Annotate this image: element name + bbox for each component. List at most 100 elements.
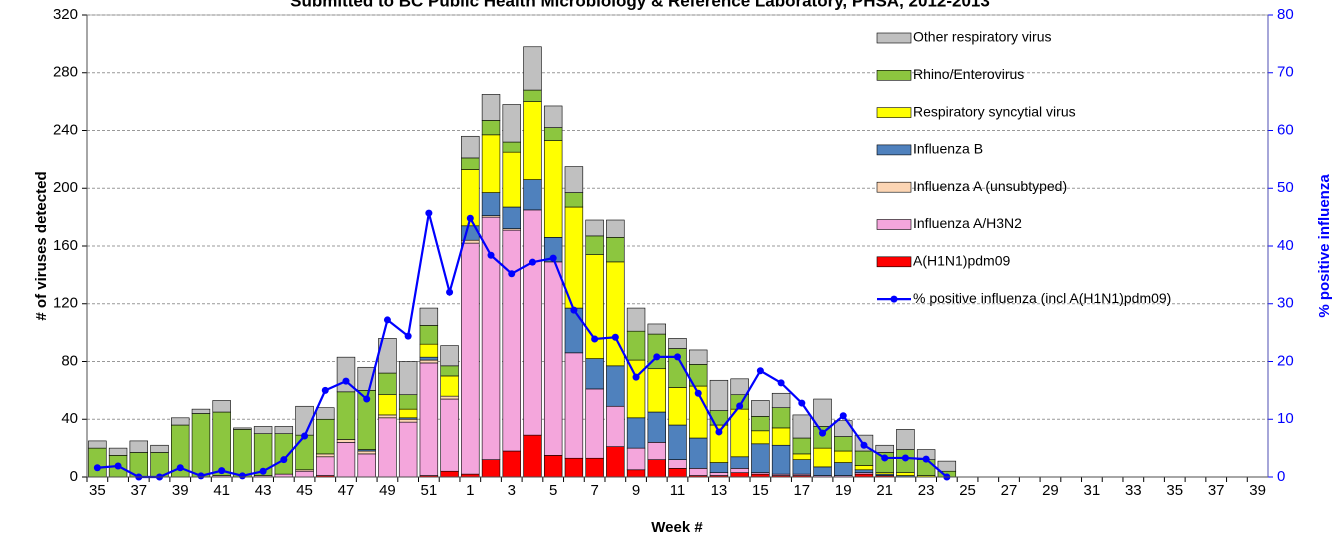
line-marker — [321, 386, 329, 394]
bar-segment — [171, 417, 190, 426]
legend-swatch — [876, 70, 912, 81]
bar-segment — [668, 468, 687, 478]
legend-swatch — [876, 144, 912, 156]
bar-segment — [419, 325, 439, 345]
bar-segment — [647, 442, 666, 460]
bar-segment — [461, 157, 480, 170]
bar-segment — [336, 391, 356, 440]
x-tick-label: 35 — [89, 482, 106, 499]
x-tick-label: 41 — [213, 482, 230, 499]
bar-segment — [398, 421, 418, 478]
line-marker — [591, 335, 599, 343]
bar-segment — [274, 426, 294, 434]
line-marker — [238, 472, 246, 480]
line-marker — [549, 254, 557, 262]
bar-segment — [813, 466, 832, 476]
legend-label: Influenza A/H3N2 — [913, 215, 1022, 231]
bar-segment — [606, 405, 625, 447]
legend-swatch — [876, 181, 912, 193]
bar-segment — [875, 444, 894, 453]
bar-segment — [378, 372, 397, 396]
bar-segment — [440, 395, 459, 400]
line-marker — [363, 395, 371, 403]
bar-segment — [398, 408, 418, 419]
bar-segment — [233, 429, 252, 478]
bar-segment — [378, 394, 397, 416]
y-tick-label: 160 — [53, 237, 78, 254]
line-marker — [466, 214, 474, 222]
bar-segment — [896, 429, 915, 450]
x-tick-label: 5 — [549, 482, 557, 499]
y2-tick-label: 70 — [1277, 64, 1294, 81]
bar-segment — [834, 436, 853, 452]
line-marker — [798, 399, 806, 407]
bar-segment — [398, 394, 418, 410]
bar-segment — [295, 470, 314, 478]
x-tick-label: 51 — [421, 482, 438, 499]
legend-swatch — [876, 32, 912, 44]
legend-label: A(H1N1)pdm09 — [913, 253, 1010, 269]
line-marker — [446, 288, 454, 296]
y-tick-label: 40 — [61, 410, 78, 427]
bar-segment — [419, 356, 439, 361]
legend-label: % positive influenza (incl A(H1N1)pdm09) — [913, 290, 1171, 306]
line-marker — [653, 353, 661, 361]
bar-segment — [647, 323, 666, 335]
line-marker — [528, 258, 536, 266]
line-marker — [425, 209, 433, 217]
y2-axis-label: % positive influenza — [1316, 174, 1333, 318]
bar-segment — [523, 209, 542, 436]
bar-segment — [771, 407, 791, 429]
bar-segment — [854, 469, 874, 473]
line-marker — [508, 270, 516, 278]
y-tick-label: 280 — [53, 64, 78, 81]
bar-segment — [502, 141, 521, 153]
bar-segment — [896, 472, 915, 476]
line-marker — [218, 467, 226, 475]
x-tick-label: 49 — [379, 482, 396, 499]
bar-segment — [440, 365, 459, 377]
bar-segment — [792, 453, 812, 460]
bar-segment — [523, 89, 542, 102]
bar-segment — [108, 447, 128, 456]
bar-segment — [813, 398, 832, 427]
y-tick-label: 80 — [61, 352, 78, 369]
bar-segment — [502, 229, 521, 452]
bar-segment — [606, 219, 625, 238]
line-marker — [114, 462, 122, 470]
bar-segment — [585, 219, 604, 237]
plot-frame — [86, 14, 1269, 478]
line-marker — [839, 412, 847, 420]
x-tick-label: 13 — [711, 482, 728, 499]
bar-segment — [585, 457, 604, 478]
bar-segment — [792, 437, 812, 455]
x-tick-label: 39 — [172, 482, 189, 499]
legend-marker — [890, 295, 898, 303]
x-tick-label: 37 — [1208, 482, 1225, 499]
bar-segment — [461, 135, 480, 159]
x-tick-label: 1 — [466, 482, 474, 499]
bar-segment — [689, 468, 708, 476]
line-marker — [819, 429, 827, 437]
bar-segment — [336, 439, 356, 443]
bar-segment — [191, 413, 211, 478]
bar-segment — [316, 418, 335, 455]
y2-tick-label: 60 — [1277, 121, 1294, 138]
x-tick-label: 45 — [296, 482, 313, 499]
legend-swatch — [876, 107, 912, 118]
bar-segment — [564, 457, 584, 478]
bar-segment — [668, 459, 687, 469]
bar-segment — [771, 392, 791, 409]
line-marker — [487, 251, 495, 259]
x-tick-label: 29 — [1042, 482, 1059, 499]
bar-segment — [419, 343, 439, 358]
bar-segment — [419, 359, 439, 364]
y-axis-label: # of viruses detected — [33, 171, 50, 320]
bar-segment — [543, 140, 563, 238]
x-tick-label: 25 — [959, 482, 976, 499]
bar-segment — [730, 456, 749, 469]
bar-segment — [502, 104, 521, 143]
bar-segment — [709, 379, 729, 411]
bar-segment — [730, 408, 749, 458]
bar-segment — [626, 469, 646, 478]
